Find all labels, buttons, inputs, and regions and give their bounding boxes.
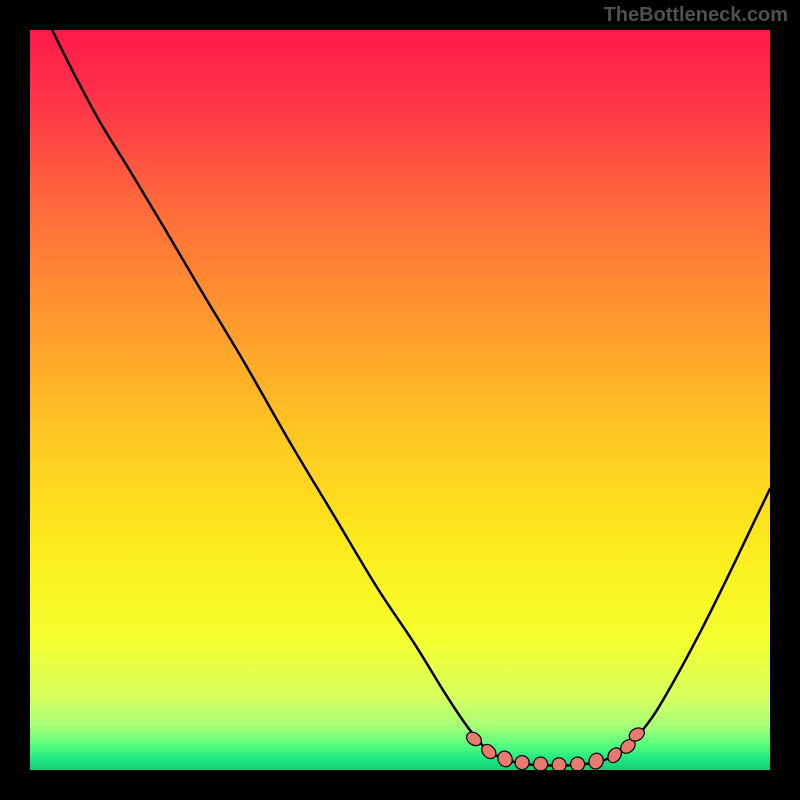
marker-dot: [534, 757, 548, 770]
chart-svg: [30, 30, 770, 770]
attribution-text: TheBottleneck.com: [604, 4, 788, 27]
chart-container: TheBottleneck.com: [0, 0, 800, 800]
plot-area: [30, 30, 770, 770]
gradient-background: [30, 30, 770, 770]
marker-dot: [552, 758, 566, 770]
